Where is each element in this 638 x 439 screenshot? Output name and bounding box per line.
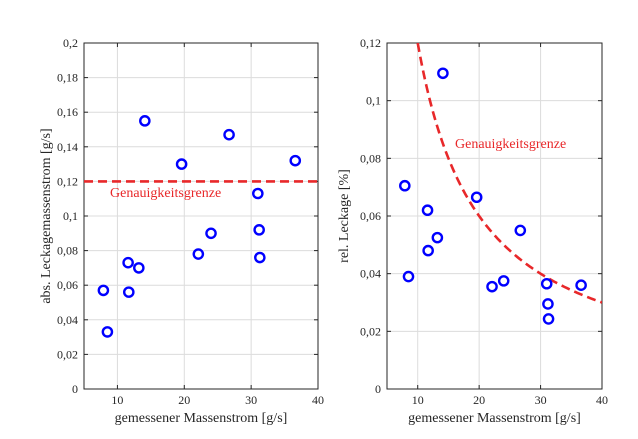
data-point bbox=[289, 154, 302, 167]
data-point bbox=[122, 286, 135, 298]
data-point bbox=[101, 326, 114, 338]
x-tick-label: 10 bbox=[111, 393, 123, 407]
data-point bbox=[223, 128, 235, 141]
y-tick-label: 0,08 bbox=[57, 244, 78, 258]
data-point bbox=[122, 256, 134, 269]
x-tick-label: 10 bbox=[412, 393, 424, 407]
data-point bbox=[421, 204, 434, 217]
plot-area bbox=[84, 115, 318, 338]
left-chart-absolute-leakage: 10 20 30 40 0 0,02 0,04 0,06 0,08 0,1 0,12 0,14 0,16… bbox=[39, 36, 324, 426]
y-axis-label: rel. Leckage [%] bbox=[337, 169, 352, 263]
y-tick-label: 0,04 bbox=[360, 267, 381, 281]
y-tick-label: 0,06 bbox=[360, 209, 381, 223]
x-axis-label: gemessener Massenstrom [g/s] bbox=[115, 411, 288, 426]
data-point bbox=[192, 248, 205, 260]
data-point bbox=[540, 277, 553, 290]
y-tick-label: 0,02 bbox=[57, 347, 78, 361]
y-tick-label: 0,1 bbox=[63, 209, 78, 223]
y-tick-label: 0 bbox=[375, 382, 381, 396]
data-point bbox=[175, 158, 188, 170]
y-tick-label: 0,06 bbox=[57, 278, 78, 292]
data-point bbox=[205, 227, 217, 240]
right-chart-relative-leakage: 10 20 30 40 0 0,02 0,04 0,06 0,08 0,1 0,12 gemessen… bbox=[337, 36, 608, 426]
accuracy-limit-label: Genauigkeitsgrenze bbox=[455, 137, 566, 152]
data-point bbox=[514, 224, 527, 237]
data-point bbox=[542, 298, 554, 310]
data-point bbox=[497, 275, 510, 287]
data-point bbox=[402, 270, 415, 283]
data-point bbox=[422, 244, 434, 257]
x-tick-label: 20 bbox=[473, 393, 485, 407]
y-tick-label: 0,02 bbox=[360, 324, 381, 338]
x-tick-label: 30 bbox=[245, 393, 257, 407]
accuracy-limit-curve bbox=[416, 43, 602, 304]
data-point bbox=[97, 284, 110, 297]
y-tick-label: 0,2 bbox=[63, 36, 78, 50]
x-tick-label: 40 bbox=[596, 393, 608, 407]
y-tick-label: 0,14 bbox=[57, 140, 78, 154]
y-tick-label: 0,12 bbox=[57, 174, 78, 188]
data-point bbox=[254, 251, 266, 264]
data-point bbox=[542, 313, 555, 325]
data-point bbox=[139, 115, 151, 127]
y-tick-label: 0,1 bbox=[366, 94, 381, 108]
x-axis-label: gemessener Massenstrom [g/s] bbox=[408, 411, 581, 426]
data-point bbox=[431, 231, 444, 244]
data-point bbox=[486, 280, 498, 293]
x-tick-label: 40 bbox=[312, 393, 324, 407]
x-tick-label: 20 bbox=[178, 393, 190, 407]
y-tick-label: 0,16 bbox=[57, 105, 78, 119]
y-tick-label: 0 bbox=[72, 382, 78, 396]
data-point bbox=[252, 187, 264, 200]
data-point bbox=[437, 67, 449, 80]
y-tick-label: 0,08 bbox=[360, 151, 381, 165]
data-point bbox=[470, 191, 483, 204]
y-axis-label: abs. Leckagemassenstrom [g/s] bbox=[39, 128, 54, 303]
data-point bbox=[575, 279, 587, 292]
data-point bbox=[399, 179, 411, 192]
x-tick-label: 30 bbox=[535, 393, 547, 407]
y-tick-label: 0,12 bbox=[360, 36, 381, 50]
y-tick-label: 0,18 bbox=[57, 71, 78, 85]
data-point bbox=[253, 224, 265, 236]
accuracy-limit-label: Genauigkeitsgrenze bbox=[110, 186, 221, 201]
plot-area bbox=[399, 43, 602, 325]
y-tick-label: 0,04 bbox=[57, 313, 78, 327]
data-point bbox=[133, 262, 145, 274]
